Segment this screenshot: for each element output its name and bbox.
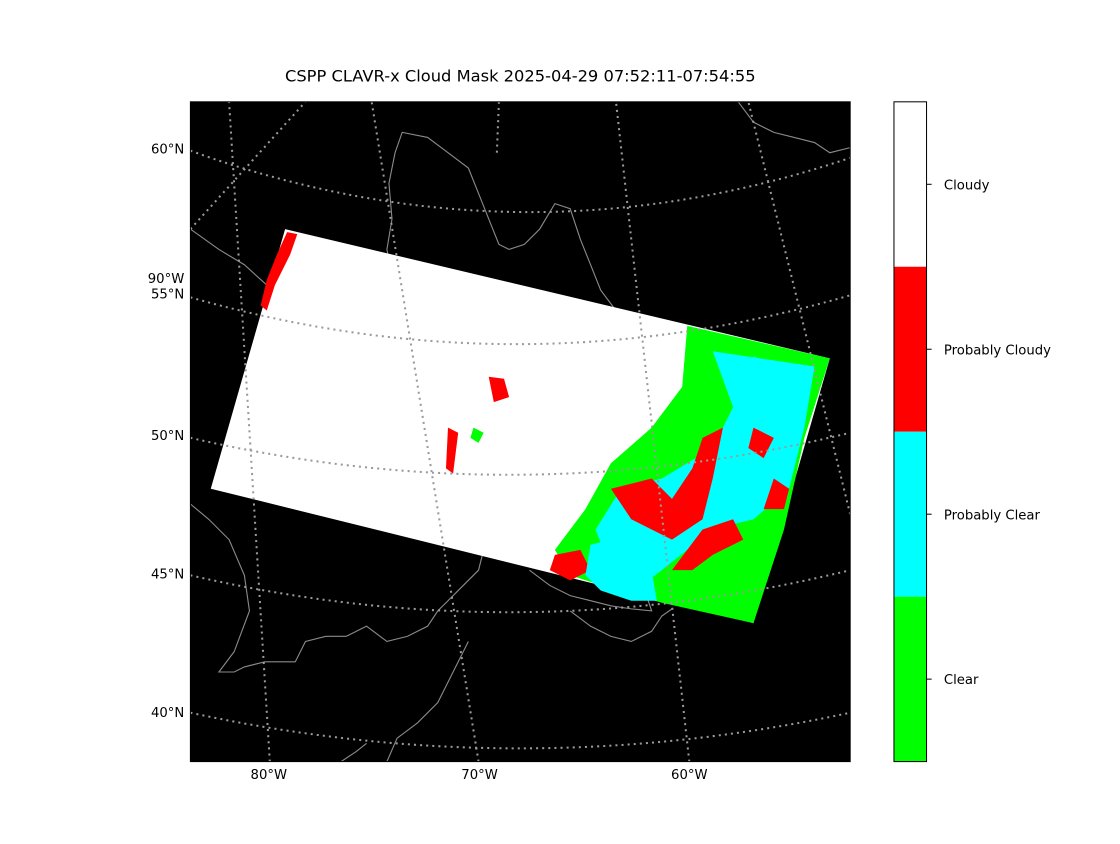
lon-label: 80°W	[251, 768, 288, 783]
colorbar-segment	[893, 101, 927, 267]
map	[190, 101, 851, 762]
colorbar-segment	[893, 431, 927, 597]
colorbar-segment	[893, 596, 927, 762]
lat-label: 50°N	[151, 429, 184, 444]
lat-label: 60°N	[151, 143, 184, 158]
colorbar-label: Probably Cloudy	[944, 343, 1051, 358]
colorbar-label: Probably Clear	[944, 508, 1041, 523]
colorbar-label: Clear	[944, 673, 979, 688]
graticule	[190, 101, 851, 762]
map-frame	[189, 101, 851, 763]
lat-label: 55°N	[151, 287, 184, 302]
colorbar-frame	[893, 101, 928, 763]
colorbar-label: Cloudy	[944, 178, 990, 193]
lon-label: 60°W	[671, 768, 708, 783]
colorbar-segment	[893, 266, 927, 432]
lon-label: 90°W	[148, 272, 185, 287]
title: CSPP CLAVR-x Cloud Mask 2025-04-29 07:52…	[285, 66, 756, 85]
colorbar: Cloudy Probably Cloudy Probably Clear Clear	[893, 101, 1051, 763]
lon-label: 70°W	[461, 768, 498, 783]
lat-label: 45°N	[151, 567, 184, 582]
lat-label: 40°N	[151, 706, 184, 721]
